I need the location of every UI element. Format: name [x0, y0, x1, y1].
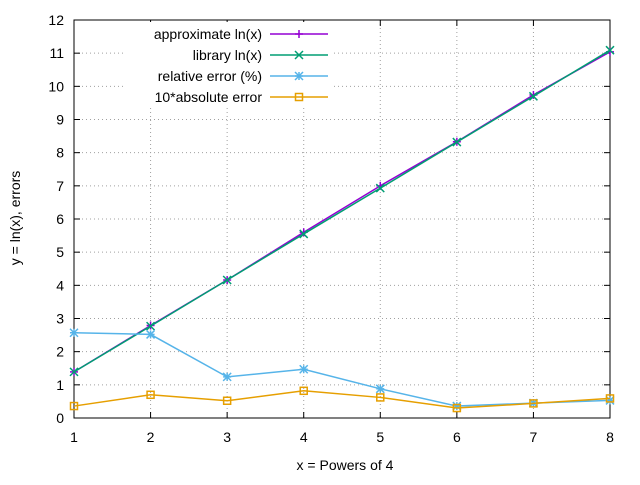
y-tick-label: 5	[56, 244, 64, 260]
data-point	[69, 401, 79, 411]
data-point	[69, 328, 79, 338]
data-point	[146, 329, 156, 339]
data-point	[529, 399, 538, 408]
data-point	[605, 395, 615, 405]
y-tick-label: 0	[56, 410, 64, 426]
data-point	[375, 183, 385, 193]
y-tick-label: 8	[56, 145, 64, 161]
data-point	[452, 401, 462, 411]
data-point	[299, 364, 309, 374]
y-tick-label: 3	[56, 311, 64, 327]
x-tick-label: 3	[223, 429, 231, 445]
data-point	[605, 394, 615, 403]
x-tick-label: 2	[147, 429, 155, 445]
legend-entry: relative error (%)	[158, 68, 328, 84]
legend-label: library ln(x)	[193, 47, 262, 63]
data-point	[375, 384, 385, 394]
data-point	[452, 403, 462, 413]
data-point	[222, 396, 232, 406]
y-tick-label: 12	[48, 12, 64, 28]
y-tick-label: 10	[48, 78, 64, 94]
x-tick-label: 4	[300, 429, 308, 445]
data-point	[452, 137, 462, 147]
data-point	[222, 372, 232, 382]
x-tick-label: 1	[70, 429, 78, 445]
data-point	[299, 229, 309, 239]
legend-marker	[294, 50, 304, 60]
y-tick-label: 9	[56, 112, 64, 128]
legend-label: approximate ln(x)	[154, 26, 262, 42]
x-tick-label: 5	[376, 429, 384, 445]
y-tick-label: 1	[56, 377, 64, 393]
legend-marker	[294, 92, 304, 102]
x-tick-label: 7	[530, 429, 538, 445]
legend-entry: library ln(x)	[193, 47, 328, 63]
series-layer	[69, 45, 615, 413]
legend-marker	[294, 71, 304, 81]
y-tick-label: 2	[56, 344, 64, 360]
legend-label: 10*absolute error	[155, 89, 263, 105]
series-4	[69, 386, 615, 413]
legend-entry: approximate ln(x)	[154, 26, 328, 42]
data-point	[146, 390, 155, 400]
y-tick-label: 7	[56, 178, 64, 194]
series-2	[69, 45, 615, 377]
series-line	[73, 390, 611, 409]
y-tick-label: 4	[56, 277, 64, 293]
data-point	[146, 321, 156, 331]
grid	[74, 20, 610, 418]
x-tick-label: 6	[453, 429, 461, 445]
data-point	[605, 45, 615, 55]
data-point	[69, 367, 79, 377]
y-tick-label: 6	[56, 211, 64, 227]
data-point	[376, 393, 385, 402]
x-tick-label: 8	[606, 429, 614, 445]
legend-entry: 10*absolute error	[155, 89, 328, 105]
legend-label: relative error (%)	[158, 68, 262, 84]
legend-marker	[295, 30, 303, 38]
data-point	[528, 91, 538, 101]
legend: approximate ln(x) library ln(x) relative e…	[126, 22, 332, 108]
data-point	[299, 386, 308, 396]
y-tick-label: 11	[49, 45, 64, 61]
series-line	[73, 49, 611, 373]
x-axis-label: x = Powers of 4	[297, 457, 394, 473]
y-axis-label: y = ln(x), errors	[7, 171, 23, 266]
data-point	[222, 275, 232, 285]
